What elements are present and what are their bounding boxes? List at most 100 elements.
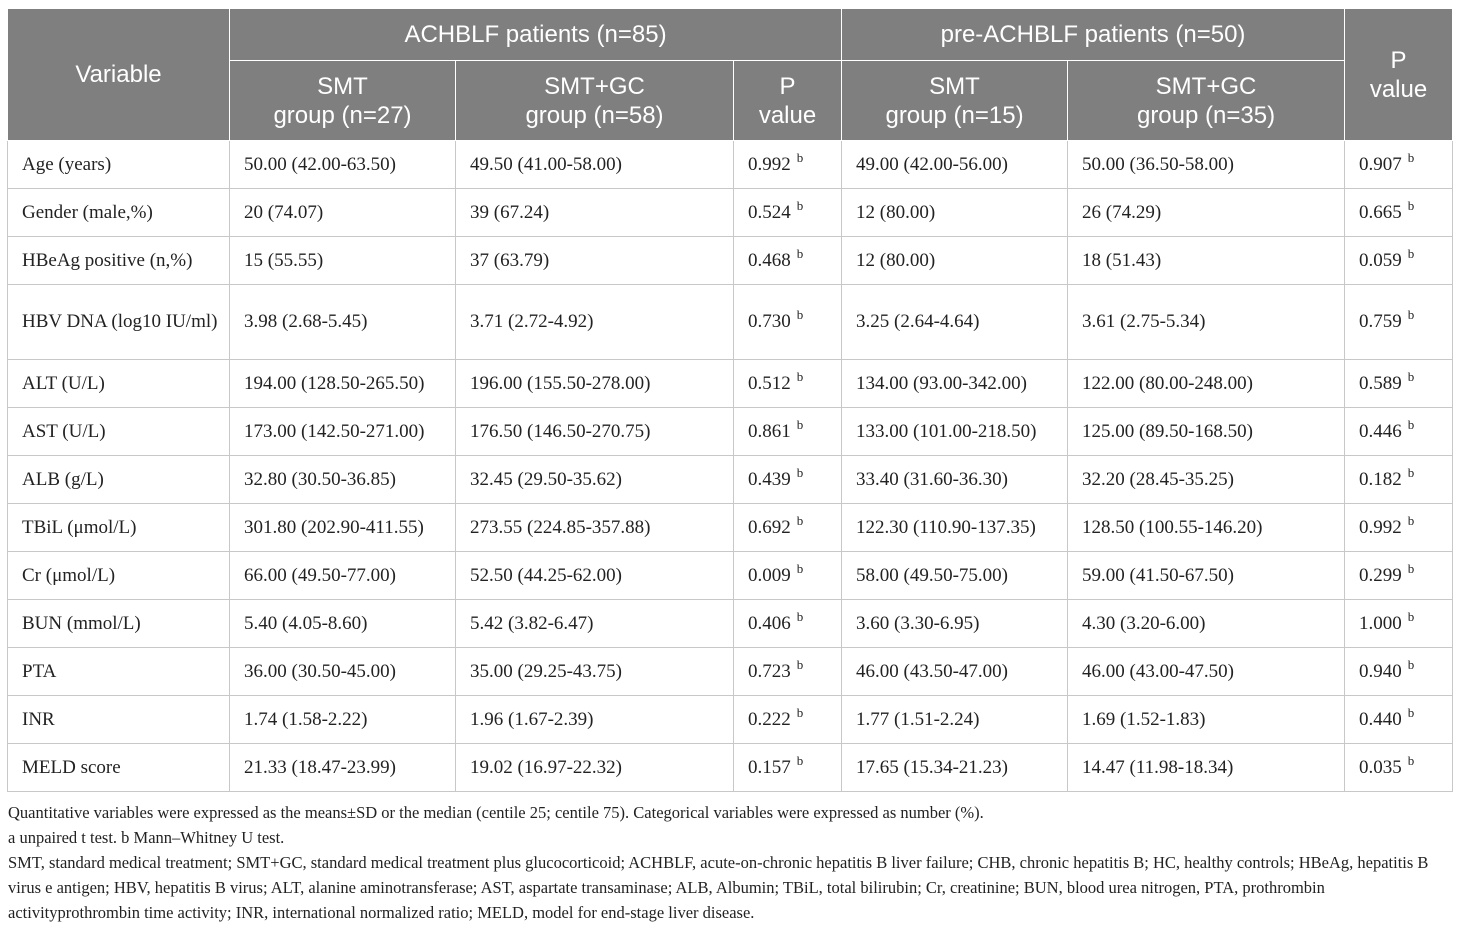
test-superscript: b: [796, 416, 804, 432]
cell-variable: PTA: [7, 647, 230, 696]
table-row: PTA 36.00 (30.50-45.00) 35.00 (29.25-43.75…: [7, 647, 1454, 696]
cell-variable: INR: [7, 695, 230, 744]
cell-variable: ALB (g/L): [7, 455, 230, 504]
cell-achblf-smt-value: 1.74 (1.58-2.22): [244, 708, 368, 730]
cell-achblf-smt: 3.98 (2.68-5.45): [229, 284, 456, 360]
test-superscript: b: [796, 368, 804, 384]
table-row: MELD score 21.33 (18.47-23.99) 19.02 (16.9…: [7, 743, 1454, 792]
table-row: HBeAg positive (n,%) 15 (55.55) 37 (63.79)…: [7, 236, 1454, 285]
cell-pre-achblf-p-value-value: 0.940: [1359, 660, 1402, 682]
header-smtgc-group-2: SMT+GC group (n=35): [1067, 60, 1346, 141]
cell-achblf-p-value: 0.512 b: [732, 359, 843, 408]
test-superscript: b: [1407, 704, 1415, 720]
table-row: Cr (μmol/L) 66.00 (49.50-77.00) 52.50 (44.…: [7, 551, 1454, 600]
test-superscript: b: [796, 608, 804, 624]
cell-pre-achblf-smt-value: 58.00 (49.50-75.00): [856, 564, 1008, 586]
cell-variable-value: TBiL (μmol/L): [22, 516, 137, 538]
cell-pre-achblf-smtgc-value: 26 (74.29): [1082, 201, 1162, 223]
header-smt-group-1-line1: SMT: [317, 72, 368, 100]
header-p-value-1-line2: value: [758, 101, 817, 129]
cell-pre-achblf-smt: 3.25 (2.64-4.64): [841, 284, 1069, 360]
cell-variable-value: Age (years): [22, 153, 112, 175]
cell-achblf-smt: 173.00 (142.50-271.00): [229, 407, 456, 456]
cell-achblf-p-value-value: 0.406: [748, 612, 791, 634]
cell-achblf-smt: 21.33 (18.47-23.99): [229, 743, 456, 792]
cell-variable: Cr (μmol/L): [7, 551, 230, 600]
cell-achblf-p-value: 0.157 b: [732, 743, 843, 792]
cell-pre-achblf-smtgc-value: 46.00 (43.00-47.50): [1082, 660, 1234, 682]
table-body: Age (years) 50.00 (42.00-63.50) 49.50 (41.…: [7, 140, 1454, 792]
header-smtgc-group-2-line2: group (n=35): [1136, 101, 1276, 129]
header-p-value-1: P value: [732, 60, 843, 141]
cell-pre-achblf-smt: 133.00 (101.00-218.50): [841, 407, 1069, 456]
cell-achblf-smtgc: 52.50 (44.25-62.00): [455, 551, 734, 600]
cell-pre-achblf-p-value-value: 0.299: [1359, 564, 1402, 586]
header-smtgc-group-1-line1: SMT+GC: [544, 72, 645, 100]
header-smt-group-1-line2: group (n=27): [273, 101, 412, 129]
footnote-variables: Quantitative variables were expressed as…: [8, 803, 984, 822]
cell-pre-achblf-smtgc-value: 18 (51.43): [1082, 249, 1162, 271]
cell-pre-achblf-smt-value: 3.60 (3.30-6.95): [856, 612, 980, 634]
cell-achblf-smt-value: 21.33 (18.47-23.99): [244, 756, 396, 778]
cell-achblf-smt-value: 173.00 (142.50-271.00): [244, 420, 425, 442]
cell-achblf-smtgc: 35.00 (29.25-43.75): [455, 647, 734, 696]
table-row: ALT (U/L) 194.00 (128.50-265.50) 196.00 (1…: [7, 359, 1454, 408]
cell-pre-achblf-smt: 33.40 (31.60-36.30): [841, 455, 1069, 504]
cell-achblf-smtgc: 37 (63.79): [455, 236, 734, 285]
test-superscript: b: [796, 704, 804, 720]
table-footnotes: Quantitative variables were expressed as…: [8, 800, 1458, 925]
cell-pre-achblf-smt-value: 17.65 (15.34-21.23): [856, 756, 1008, 778]
cell-pre-achblf-smt-value: 122.30 (110.90-137.35): [856, 516, 1036, 538]
cell-achblf-smtgc-value: 176.50 (146.50-270.75): [470, 420, 651, 442]
cell-achblf-smtgc: 273.55 (224.85-357.88): [455, 503, 734, 552]
cell-pre-achblf-p-value: 0.992 b: [1344, 503, 1454, 552]
cell-achblf-smt-value: 15 (55.55): [244, 249, 324, 271]
cell-achblf-smtgc: 39 (67.24): [455, 188, 734, 237]
cell-achblf-p-value-value: 0.992: [748, 153, 791, 175]
cell-achblf-smt: 32.80 (30.50-36.85): [229, 455, 456, 504]
cell-achblf-smt-value: 32.80 (30.50-36.85): [244, 468, 396, 490]
cell-pre-achblf-smtgc: 26 (74.29): [1067, 188, 1346, 237]
test-superscript: b: [1407, 560, 1415, 576]
cell-pre-achblf-p-value-value: 0.059: [1359, 249, 1402, 271]
cell-pre-achblf-smt-value: 46.00 (43.50-47.00): [856, 660, 1008, 682]
header-group-pre-achblf: pre-ACHBLF patients (n=50): [841, 8, 1346, 61]
cell-achblf-smt: 194.00 (128.50-265.50): [229, 359, 456, 408]
cell-pre-achblf-smtgc: 122.00 (80.00-248.00): [1067, 359, 1346, 408]
cell-pre-achblf-smtgc-value: 122.00 (80.00-248.00): [1082, 372, 1253, 394]
cell-achblf-smtgc: 19.02 (16.97-22.32): [455, 743, 734, 792]
cell-pre-achblf-smtgc: 4.30 (3.20-6.00): [1067, 599, 1346, 648]
cell-achblf-p-value-value: 0.692: [748, 516, 791, 538]
cell-pre-achblf-smtgc: 18 (51.43): [1067, 236, 1346, 285]
header-p-value-1-line1: P: [779, 72, 796, 100]
test-superscript: b: [796, 560, 804, 576]
cell-variable: HBeAg positive (n,%): [7, 236, 230, 285]
cell-variable-value: PTA: [22, 660, 57, 682]
cell-variable-value: BUN (mmol/L): [22, 612, 141, 634]
cell-pre-achblf-smtgc: 59.00 (41.50-67.50): [1067, 551, 1346, 600]
cell-variable: HBV DNA (log10 IU/ml): [7, 284, 230, 360]
cell-pre-achblf-p-value: 0.299 b: [1344, 551, 1454, 600]
table-row: Gender (male,%) 20 (74.07) 39 (67.24) 0.524…: [7, 188, 1454, 237]
cell-pre-achblf-p-value-value: 0.665: [1359, 201, 1402, 223]
test-superscript: b: [1407, 608, 1415, 624]
cell-achblf-smt-value: 194.00 (128.50-265.50): [244, 372, 425, 394]
cell-pre-achblf-smt-value: 49.00 (42.00-56.00): [856, 153, 1008, 175]
header-smt-group-2-line2: group (n=15): [885, 101, 1024, 129]
cell-pre-achblf-smtgc: 32.20 (28.45-35.25): [1067, 455, 1346, 504]
cell-achblf-smtgc-value: 35.00 (29.25-43.75): [470, 660, 622, 682]
cell-pre-achblf-p-value-value: 1.000: [1359, 612, 1402, 634]
cell-pre-achblf-smtgc-value: 50.00 (36.50-58.00): [1082, 153, 1234, 175]
cell-variable: AST (U/L): [7, 407, 230, 456]
cell-pre-achblf-smtgc: 46.00 (43.00-47.50): [1067, 647, 1346, 696]
cell-achblf-p-value-value: 0.009: [748, 564, 791, 586]
cell-pre-achblf-smt-value: 134.00 (93.00-342.00): [856, 372, 1027, 394]
footnote-abbreviations: SMT, standard medical treatment; SMT+GC,…: [8, 853, 1429, 922]
cell-achblf-smtgc-value: 37 (63.79): [470, 249, 550, 271]
cell-pre-achblf-smtgc-value: 32.20 (28.45-35.25): [1082, 468, 1234, 490]
table-row: BUN (mmol/L) 5.40 (4.05-8.60) 5.42 (3.82-6…: [7, 599, 1454, 648]
cell-pre-achblf-p-value: 0.759 b: [1344, 284, 1454, 360]
footnote-tests: a unpaired t test. b Mann–Whitney U test…: [8, 828, 285, 847]
test-superscript: b: [796, 464, 804, 480]
test-superscript: b: [796, 512, 804, 528]
